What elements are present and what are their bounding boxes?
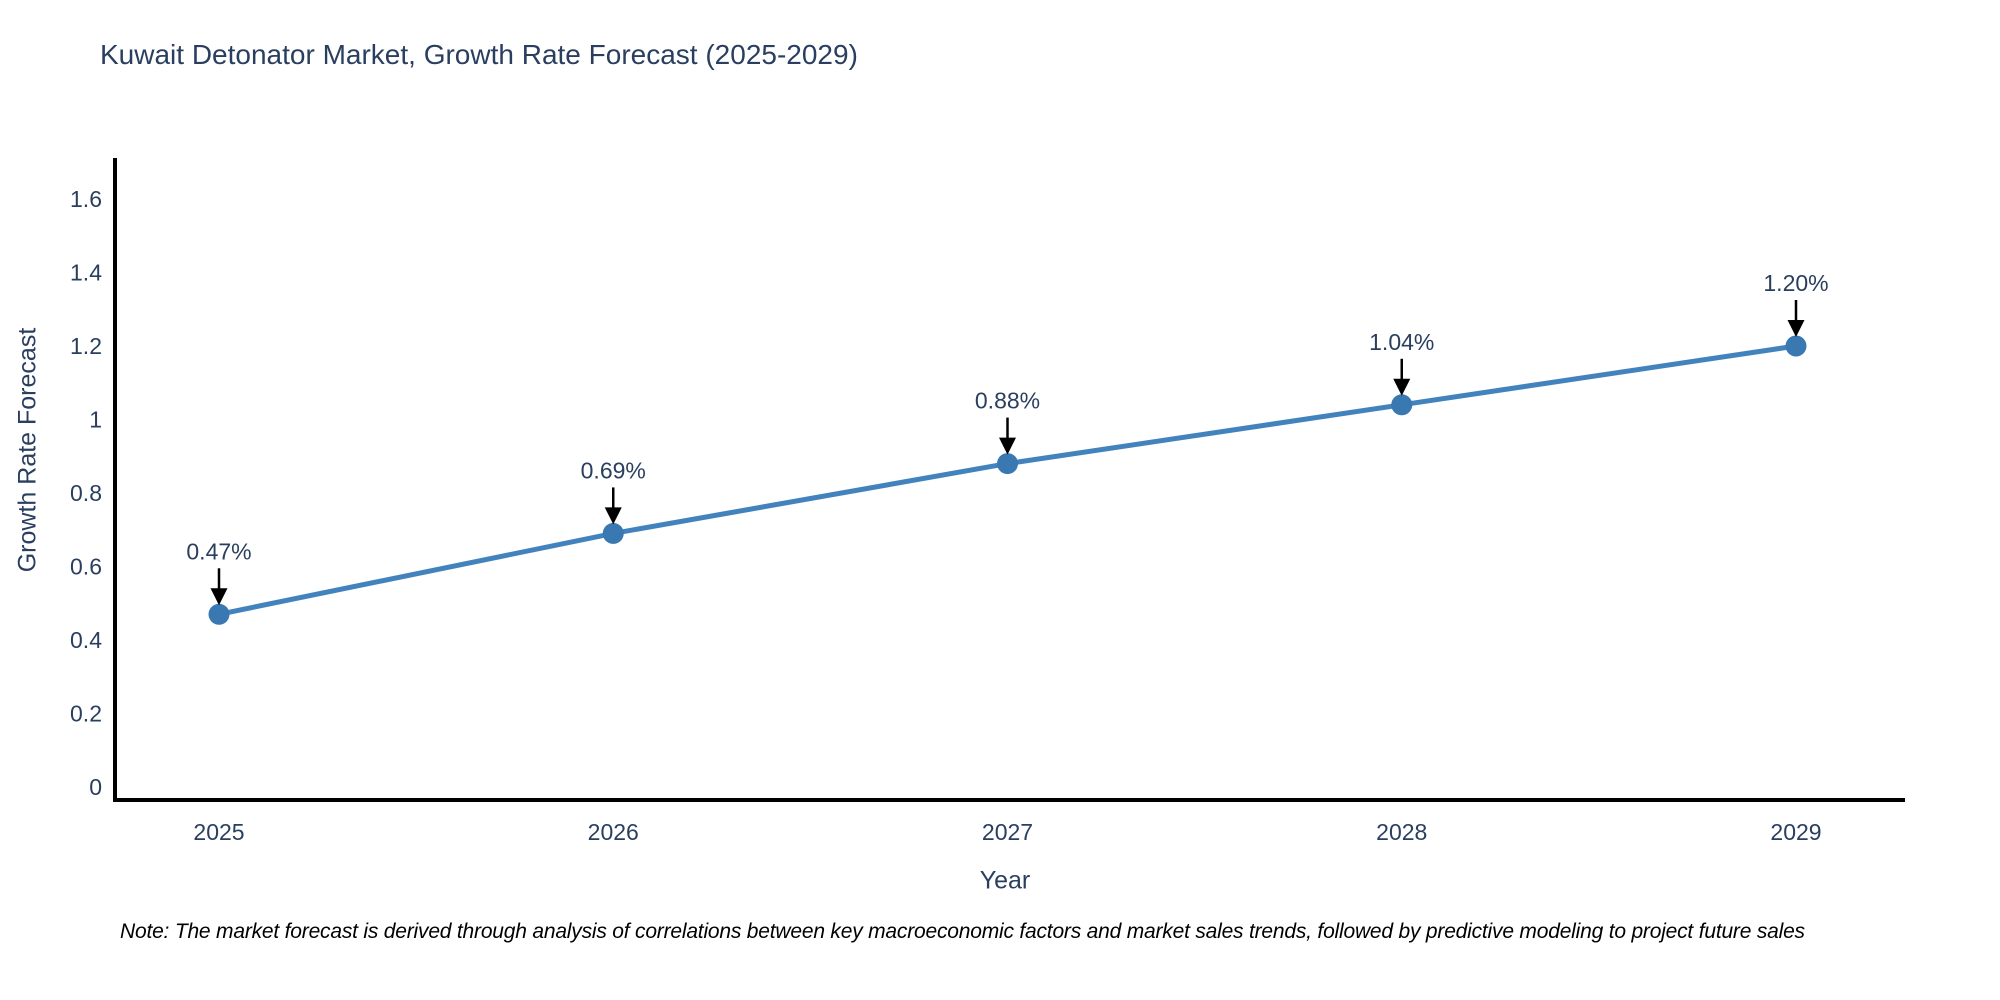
y-tick-label: 1 — [89, 407, 102, 433]
x-tick-label: 2025 — [193, 819, 244, 845]
data-point — [1391, 394, 1413, 416]
x-tick-label: 2027 — [982, 819, 1033, 845]
y-tick-label: 1.2 — [70, 333, 102, 359]
data-point-label: 1.04% — [1369, 329, 1434, 355]
annotation-arrowhead — [1787, 320, 1805, 337]
annotation-arrowhead — [999, 437, 1016, 455]
y-axis-title: Growth Rate Forecast — [13, 327, 42, 573]
data-point — [208, 603, 230, 625]
y-tick-label: 0.2 — [70, 701, 102, 727]
forecast-line — [216, 343, 1799, 617]
annotation-arrowhead — [1393, 378, 1411, 396]
data-point-label: 0.88% — [975, 388, 1040, 414]
data-point-label: 0.47% — [186, 538, 251, 564]
annotation-arrowhead — [210, 588, 228, 606]
y-tick-label: 1.6 — [70, 186, 102, 212]
annotation-arrowhead — [604, 507, 622, 525]
data-point — [1785, 335, 1807, 357]
y-tick-label: 0 — [89, 774, 102, 800]
data-point — [602, 522, 624, 544]
chart-title: Kuwait Detonator Market, Growth Rate For… — [100, 39, 858, 70]
footnote: Note: The market forecast is derived thr… — [120, 920, 1805, 943]
y-tick-label: 0.6 — [70, 554, 102, 580]
data-point-label: 1.20% — [1763, 270, 1828, 296]
data-point — [997, 453, 1018, 475]
x-tick-label: 2026 — [588, 819, 639, 845]
x-tick-label: 2029 — [1770, 819, 1821, 845]
x-axis-title: Year — [979, 866, 1031, 895]
x-tick-label: 2028 — [1376, 819, 1427, 845]
y-tick-label: 0.8 — [70, 480, 102, 506]
y-tick-label: 0.4 — [70, 627, 102, 653]
y-tick-label: 1.4 — [70, 260, 102, 286]
data-point-label: 0.69% — [581, 457, 646, 483]
